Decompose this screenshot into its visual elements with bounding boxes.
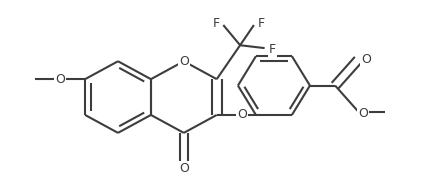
- Text: O: O: [178, 162, 188, 174]
- Text: F: F: [257, 17, 264, 30]
- Text: O: O: [237, 108, 246, 121]
- Text: O: O: [360, 53, 370, 66]
- Text: O: O: [178, 55, 188, 68]
- Text: F: F: [268, 44, 276, 57]
- Text: O: O: [357, 107, 367, 120]
- Text: O: O: [55, 73, 64, 86]
- Text: F: F: [212, 17, 219, 30]
